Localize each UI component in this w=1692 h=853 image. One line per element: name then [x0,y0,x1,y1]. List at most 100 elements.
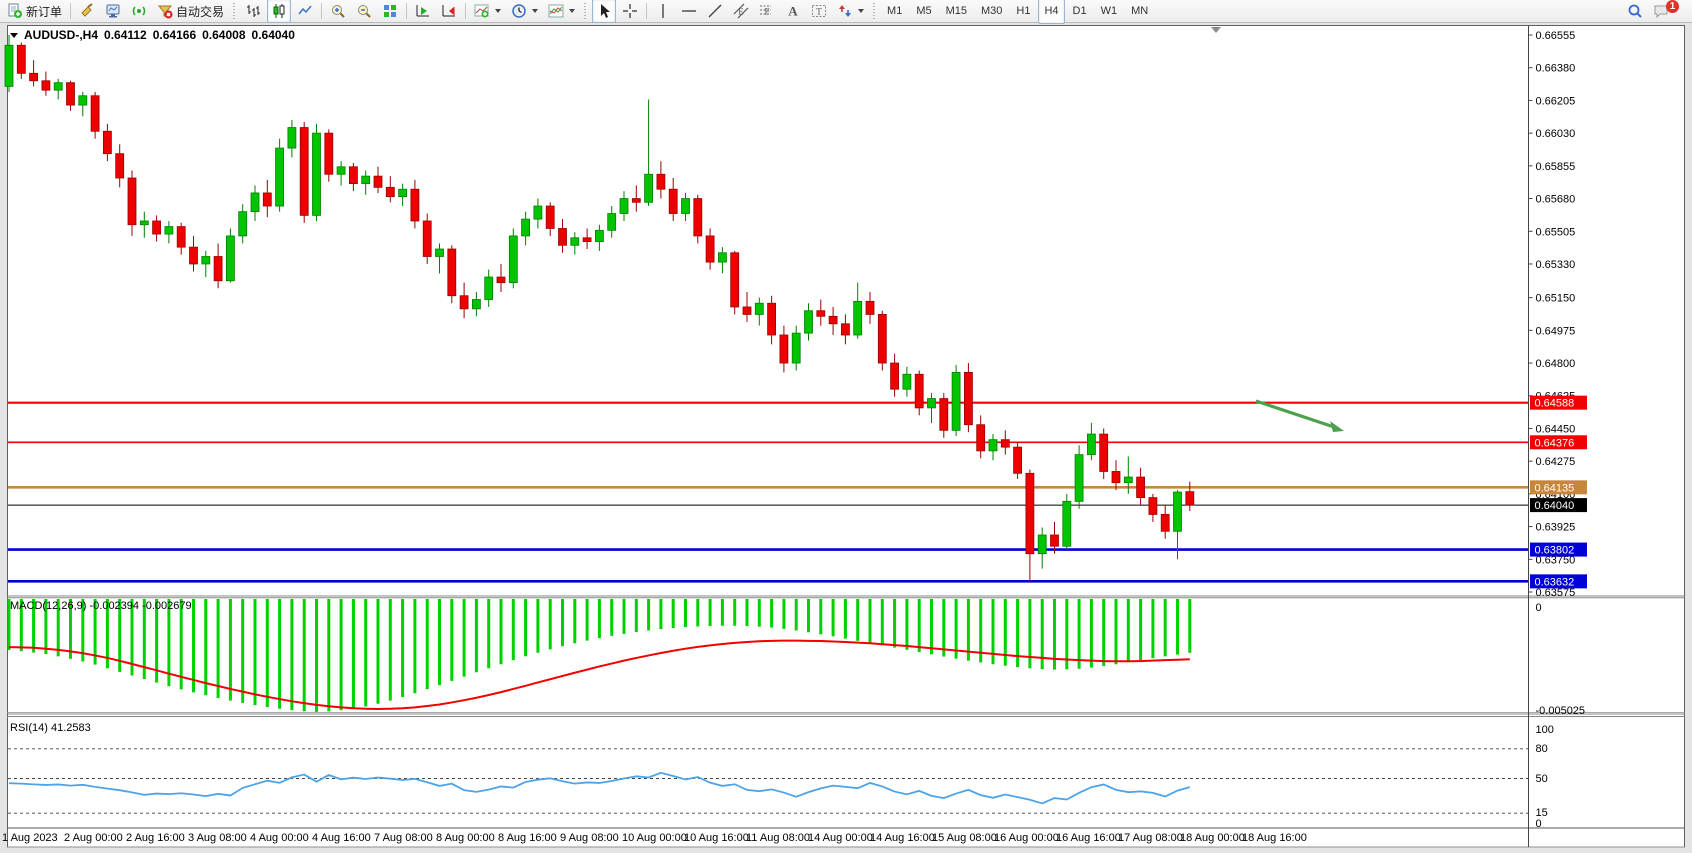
macd-signal-line [8,639,1190,710]
symbol-period-label: AUDUSD-,H4 [24,28,99,42]
toolbar-separator [465,3,467,19]
svg-text:18 Aug 00:00: 18 Aug 00:00 [1180,832,1245,844]
fibo-icon: F [760,5,772,17]
svg-text:0.64588: 0.64588 [1535,398,1575,410]
timeframe-d1-button[interactable]: D1 [1067,0,1093,24]
timeframe-w1-button[interactable]: W1 [1095,0,1124,24]
auto-scroll-button[interactable] [411,0,435,23]
dropdown-caret-icon[interactable] [569,9,576,13]
timeframe-h4-button[interactable]: H4 [1038,0,1065,24]
rsi-line [8,771,1191,805]
draw-hline-button[interactable] [677,0,701,23]
svg-text:11 Aug 08:00: 11 Aug 08:00 [746,832,810,844]
draw-channel-button[interactable]: E [729,0,753,23]
auto-trading-label: 自动交易 [176,4,225,19]
doc-plus-icon [8,3,22,18]
signals-button[interactable] [127,0,151,23]
chart-title-caret-icon [10,32,18,38]
svg-text:0.64376: 0.64376 [1535,437,1575,449]
chart-shift-marker[interactable] [1211,27,1221,33]
svg-text:0.64275: 0.64275 [1536,456,1576,468]
svg-text:T: T [816,7,822,17]
svg-text:2 Aug 16:00: 2 Aug 16:00 [126,832,185,844]
svg-text:18 Aug 16:00: 18 Aug 16:00 [1242,832,1307,844]
main-toolbar: 新订单 自动交易 E F A T M1 M5 M15 M30 H1 H4 D1 W1 MN 1 [0,0,1692,24]
indicators-button[interactable] [470,0,505,23]
dropdown-caret-icon[interactable] [858,9,865,13]
toolbar-grip[interactable] [232,3,238,19]
svg-text:0.63925: 0.63925 [1536,522,1576,534]
timeframe-d1-label: D1 [1072,5,1087,17]
toolbar-grip[interactable] [872,3,878,19]
svg-text:0.65330: 0.65330 [1536,259,1576,271]
zoom-out-button[interactable] [352,0,376,23]
svg-text:0.66380: 0.66380 [1536,63,1576,75]
draw-text-button[interactable]: A [781,0,805,23]
timeframe-mn-button[interactable]: MN [1125,0,1154,24]
candle-chart-mode-button[interactable] [267,0,292,23]
horizontal-price-lines[interactable] [8,401,1528,583]
chat-button[interactable]: 1 [1649,0,1689,23]
svg-text:14 Aug 16:00: 14 Aug 16:00 [870,832,935,844]
tile-icon [384,5,397,17]
zoom-in-button[interactable] [326,0,350,23]
dropdown-caret-icon[interactable] [495,9,502,13]
timeframe-m15-button[interactable]: M15 [940,0,973,24]
svg-text:0.66205: 0.66205 [1536,95,1576,107]
time-axis[interactable]: 1 Aug 2023 2 Aug 00:00 2 Aug 16:00 3 Aug 08… [2,832,1307,844]
auto-trading-button[interactable]: 自动交易 [153,0,228,23]
svg-text:0.64450: 0.64450 [1536,423,1576,435]
svg-text:0: 0 [1536,818,1542,830]
draw-label-button[interactable]: T [807,0,831,23]
svg-text:1 Aug 2023: 1 Aug 2023 [2,832,58,844]
svg-text:4 Aug 00:00: 4 Aug 00:00 [250,832,309,844]
search-button[interactable] [1623,0,1647,23]
tile-windows-button[interactable] [378,0,402,23]
shift-icon [442,5,456,17]
chart-shift-button[interactable] [437,0,461,23]
templates-button[interactable] [544,0,579,23]
svg-text:7 Aug 08:00: 7 Aug 08:00 [374,832,433,844]
svg-text:4 Aug 16:00: 4 Aug 16:00 [312,832,371,844]
draw-arrows-button[interactable] [833,0,868,23]
svg-text:0.64135: 0.64135 [1535,482,1575,494]
zoom-out-icon [358,5,371,18]
svg-text:3 Aug 08:00: 3 Aug 08:00 [188,832,247,844]
periods-button[interactable] [507,0,542,23]
svg-text:8 Aug 16:00: 8 Aug 16:00 [498,832,557,844]
timeframe-m1-button[interactable]: M1 [881,0,908,24]
timeframe-h1-label: H1 [1016,5,1031,17]
line-chart-mode-button[interactable] [293,0,317,23]
svg-text:10 Aug 00:00: 10 Aug 00:00 [622,832,687,844]
cursor-button[interactable] [592,0,617,23]
new-order-label: 新订单 [26,4,63,19]
draw-vline-button[interactable] [651,0,675,23]
price-axis-ticks: 0.66555 0.66380 0.66205 0.66030 0.65855 0.656… [1528,30,1576,599]
ohlc-high: 0.64166 [152,28,197,42]
svg-text:8 Aug 00:00: 8 Aug 00:00 [436,832,495,844]
draw-trendline-button[interactable] [703,0,727,23]
dropdown-caret-icon[interactable] [532,9,539,13]
svg-text:2 Aug 00:00: 2 Aug 00:00 [64,832,123,844]
vline-icon [662,4,664,18]
price-axis-badges: 0.64588 0.64376 0.64135 0.64040 0.63802 0.636… [1530,395,1587,589]
new-order-button[interactable]: 新订单 [3,0,66,23]
timeframe-m30-button[interactable]: M30 [975,0,1008,24]
timeframe-h1-button[interactable]: H1 [1010,0,1036,24]
timeframe-m5-button[interactable]: M5 [910,0,937,24]
timeframe-mn-label: MN [1131,5,1149,17]
svg-text:0: 0 [1536,602,1542,614]
draw-fibonacci-button[interactable]: F [755,0,779,23]
bar-chart-mode-button[interactable] [241,0,265,23]
trend-arrow[interactable] [1255,399,1344,432]
toolbar-grip[interactable] [583,3,589,19]
trendline-icon [708,4,722,18]
svg-text:0.65680: 0.65680 [1536,194,1576,206]
charts-button[interactable] [75,0,99,23]
terminal-button[interactable] [101,0,125,23]
svg-text:16 Aug 16:00: 16 Aug 16:00 [1056,832,1121,844]
crosshair-button[interactable] [618,0,642,23]
